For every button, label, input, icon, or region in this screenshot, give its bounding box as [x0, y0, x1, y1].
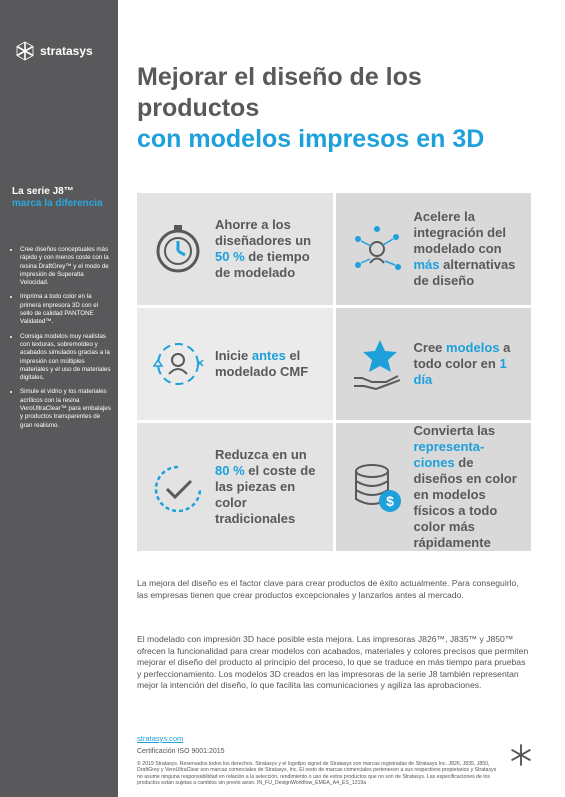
highlight: más	[413, 257, 440, 272]
benefit-cell: Inicie antes el modelado CMF	[137, 308, 333, 420]
benefit-icon	[353, 340, 400, 391]
bullet-list: Cree diseños conceptuales más rápido y c…	[12, 246, 112, 436]
text: el coste de las piezas en color tradicio…	[215, 463, 316, 526]
benefit-cell: Acelere la integración del modelado con …	[335, 193, 531, 305]
svg-text:$: $	[386, 493, 394, 509]
paragraph: El modelado con impresión 3D hace posibl…	[137, 634, 529, 691]
highlight: 50 %	[215, 249, 245, 264]
sidebar-heading: La serie J8™ marca la diferencia	[12, 186, 112, 210]
paragraph: La mejora del diseño es el factor clave …	[137, 578, 519, 600]
text: a todo color en	[413, 340, 511, 371]
footer: stratasys.com Certificación ISO 9001:201…	[137, 728, 502, 787]
highlight: 80 %	[215, 463, 245, 478]
text: Acelere la integración del modelado con	[413, 209, 506, 256]
text: Reduzca en un	[215, 447, 307, 462]
benefit-text: Cree modelos a todo color en 1 día	[414, 340, 524, 388]
bullet: Cree diseños conceptuales más rápido y c…	[20, 246, 112, 287]
legal-text: © 2019 Stratasys. Reservados todos los d…	[137, 761, 497, 787]
text: Convierta las	[413, 423, 496, 438]
highlight: modelos	[446, 340, 500, 355]
text: Ahorre a los diseñadores un	[215, 217, 312, 248]
logo-text: stratasys	[40, 44, 93, 58]
bullet: Imprima a todo color en la primera impre…	[20, 293, 112, 326]
benefit-text: Convierta las representa-ciones de diseñ…	[414, 423, 524, 551]
benefit-cell: Reduzca en un 80 % el coste de las pieza…	[137, 423, 333, 551]
logo-mark	[16, 41, 34, 61]
footer-logo	[511, 744, 531, 766]
subheading: marca la diferencia	[12, 198, 103, 209]
benefit-cell: Ahorre a los diseñadores un 50 % de tiem…	[137, 193, 333, 305]
benefit-cell: $ Convierta las representa-ciones de dise…	[335, 423, 531, 551]
benefit-text: Ahorre a los diseñadores un 50 % de tiem…	[215, 217, 325, 281]
highlight: representa-ciones	[413, 439, 485, 470]
benefit-icon	[354, 226, 401, 270]
benefit-icon	[154, 465, 202, 513]
highlight: antes	[251, 348, 286, 363]
bullet: Consiga modelos muy realistas con textur…	[20, 333, 112, 383]
text: de diseños en color en modelos físicos a…	[413, 455, 517, 550]
text: de tiempo de modelado	[215, 249, 310, 280]
benefit-cell: Cree modelos a todo color en 1 día	[335, 308, 531, 420]
benefit-icon	[156, 225, 200, 273]
title-line: con modelos impresos en 3D	[137, 125, 485, 153]
benefit-icon: $	[354, 464, 401, 512]
heading: La serie J8™	[12, 186, 74, 197]
sidebar: stratasys La serie J8™ marca la diferenc…	[0, 0, 118, 797]
benefit-text: Acelere la integración del modelado con …	[414, 209, 524, 289]
bullet: Simule el vidrio y los materiales acríli…	[20, 388, 112, 429]
text: Cree	[413, 340, 447, 355]
benefit-text: Reduzca en un 80 % el coste de las pieza…	[215, 447, 325, 527]
certification: Certificación ISO 9001:2015	[137, 748, 225, 755]
benefit-icon	[152, 343, 204, 385]
text: Inicie	[215, 348, 252, 363]
title: Mejorar el diseño de los productos con m…	[137, 62, 487, 155]
title-line: Mejorar el diseño de los productos	[137, 63, 422, 122]
benefit-grid: Ahorre a los diseñadores un 50 % de tiem…	[137, 193, 531, 551]
highlight: 1 día	[413, 356, 507, 387]
website-link[interactable]: stratasys.com	[137, 734, 184, 743]
logo: stratasys	[14, 40, 93, 62]
text: el modelado CMF	[215, 348, 309, 379]
text: alternativas de diseño	[413, 257, 516, 288]
benefit-text: Inicie antes el modelado CMF	[215, 348, 325, 380]
